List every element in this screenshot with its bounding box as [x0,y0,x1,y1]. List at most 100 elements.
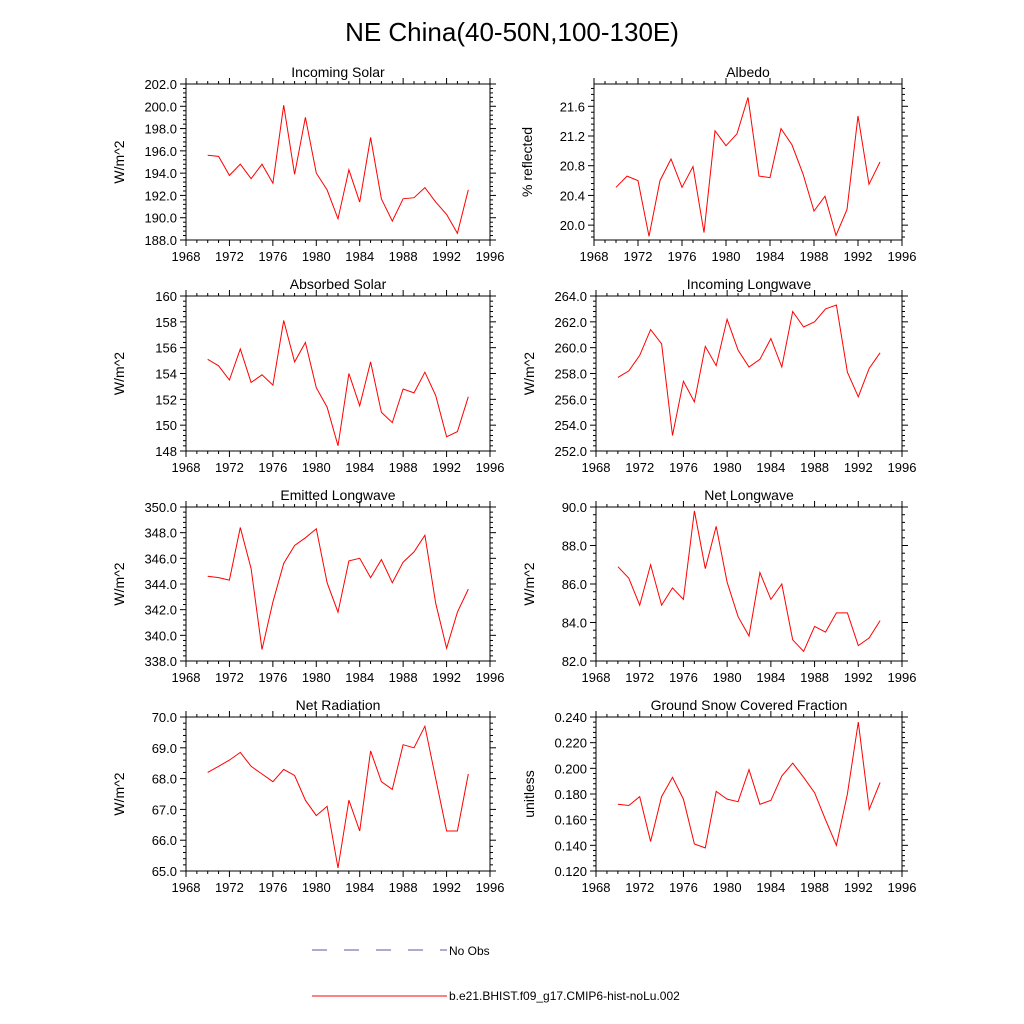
panel-title: Emitted Longwave [280,487,395,503]
y-tick-label: 338.0 [144,654,177,669]
y-tick-label: 190.0 [144,211,177,226]
plot-frame [185,716,491,872]
y-tick-label: 21.6 [560,99,585,114]
y-tick-label: 152 [155,392,177,407]
y-tick-label: 254.0 [554,418,587,433]
x-tick-label: 1972 [625,460,654,475]
y-tick-label: 84.0 [562,616,587,631]
y-tick-label: 20.0 [560,218,585,233]
y-tick-label: 188.0 [144,233,177,248]
y-tick-label: 0.240 [554,710,587,725]
y-tick-label: 256.0 [554,392,587,407]
x-tick-label: 1972 [215,880,244,895]
panel-title: Albedo [726,64,770,80]
x-tick-label: 1976 [258,880,287,895]
y-axis-label: W/m^2 [111,352,127,395]
y-tick-label: 82.0 [562,654,587,669]
x-tick-label: 1968 [172,880,201,895]
y-tick-label: 65.0 [152,864,177,879]
y-tick-label: 66.0 [152,833,177,848]
panel-title: Incoming Solar [291,64,385,80]
x-tick-label: 1972 [625,880,654,895]
x-tick-label: 1988 [389,460,418,475]
y-tick-label: 0.140 [554,838,587,853]
panel-title: Net Longwave [704,487,794,503]
y-tick-label: 252.0 [554,444,587,459]
x-tick-label: 1996 [888,249,917,264]
x-tick-label: 1968 [580,249,609,264]
x-tick-label: 1976 [669,880,698,895]
y-tick-label: 150 [155,418,177,433]
series-line [617,304,881,436]
x-tick-label: 1980 [302,880,331,895]
y-tick-label: 88.0 [562,539,587,554]
y-tick-label: 346.0 [144,551,177,566]
y-axis-label: W/m^2 [111,772,127,815]
y-axis-label: W/m^2 [521,352,537,395]
y-axis-label: W/m^2 [111,140,127,183]
y-tick-label: 260.0 [554,341,587,356]
x-tick-label: 1968 [172,249,201,264]
y-tick-label: 192.0 [144,188,177,203]
y-tick-label: 258.0 [554,367,587,382]
x-tick-label: 1992 [844,670,873,685]
x-tick-label: 1976 [258,249,287,264]
y-tick-label: 340.0 [144,628,177,643]
x-tick-label: 1984 [756,249,785,264]
y-tick-label: 344.0 [144,577,177,592]
series-line [207,320,469,446]
panel-7: 1968 1972 1976 1980 1984 1988 1992 1996 65.0 66.0… [111,697,504,895]
y-tick-label: 86.0 [562,577,587,592]
y-axis-label: unitless [521,770,537,817]
series-line [615,97,881,238]
y-tick-label: 20.8 [560,159,585,174]
y-tick-label: 0.120 [554,864,587,879]
x-tick-label: 1988 [800,880,829,895]
series-line [617,510,881,653]
x-tick-label: 1992 [844,460,873,475]
y-tick-label: 20.4 [560,188,585,203]
panel-title: Net Radiation [296,697,381,713]
y-tick-label: 350.0 [144,500,177,515]
plot-frame [595,295,903,452]
series-line [207,527,469,651]
x-tick-label: 1976 [258,460,287,475]
y-tick-label: 262.0 [554,315,587,330]
x-tick-label: 1972 [624,249,653,264]
panel-4: 1968 1972 1976 1980 1984 1988 1992 1996 252.0 254… [521,276,916,475]
plot-frame [595,716,903,872]
x-tick-label: 1992 [844,880,873,895]
panel-title: Ground Snow Covered Fraction [651,697,848,713]
x-tick-label: 1980 [302,670,331,685]
x-tick-label: 1988 [389,880,418,895]
y-axis-label: W/m^2 [111,562,127,605]
x-tick-label: 1984 [756,670,785,685]
legend-label-model: b.e21.BHIST.f09_g17.CMIP6-hist-noLu.002 [449,989,680,1003]
y-tick-label: 0.220 [554,736,587,751]
y-tick-label: 194.0 [144,166,177,181]
y-tick-label: 348.0 [144,526,177,541]
x-tick-label: 1988 [389,249,418,264]
x-tick-label: 1996 [476,880,505,895]
x-tick-label: 1972 [215,249,244,264]
x-tick-label: 1968 [172,460,201,475]
y-tick-label: 67.0 [152,802,177,817]
x-tick-label: 1968 [582,460,611,475]
y-tick-label: 0.160 [554,813,587,828]
y-tick-label: 342.0 [144,603,177,618]
x-tick-label: 1984 [345,249,374,264]
x-tick-label: 1968 [582,670,611,685]
panel-6: 1968 1972 1976 1980 1984 1988 1992 1996 82.0 84.0… [521,487,916,685]
y-tick-label: 200.0 [144,99,177,114]
x-tick-label: 1996 [888,460,917,475]
x-tick-label: 1988 [800,670,829,685]
x-tick-label: 1984 [345,460,374,475]
y-tick-label: 160 [155,289,177,304]
y-tick-label: 21.2 [560,129,585,144]
series-line [207,724,469,868]
x-tick-label: 1992 [432,249,461,264]
x-tick-label: 1988 [800,249,829,264]
panel-8: 1968 1972 1976 1980 1984 1988 1992 1996 0.120 0.1… [521,697,916,895]
y-tick-label: 68.0 [152,772,177,787]
